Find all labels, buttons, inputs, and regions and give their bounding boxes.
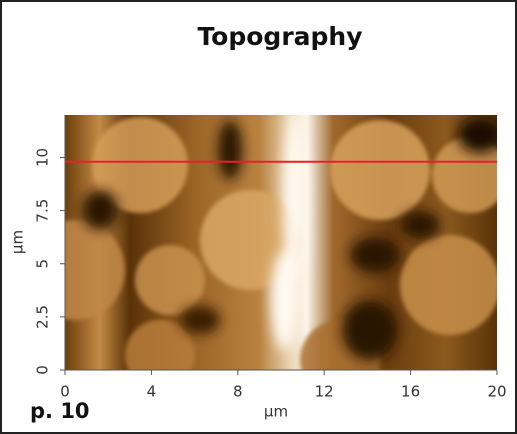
y-tick-label: 5	[34, 259, 52, 269]
x-tick-label: 20	[487, 383, 506, 401]
page-number: p. 10	[30, 399, 90, 423]
y-tick-label: 0	[34, 365, 52, 375]
y-tick-label: 10	[34, 148, 52, 167]
x-tick-label: 12	[315, 383, 334, 401]
topography-image	[25, 110, 508, 400]
y-tick-label: 7.5	[34, 199, 52, 223]
y-axis-label: μm	[9, 230, 27, 254]
chart: Topography μm μm p. 10 04812162	[0, 0, 517, 434]
x-tick-label: 8	[233, 383, 243, 401]
x-tick-label: 4	[147, 383, 157, 401]
chart-title: Topography	[197, 22, 362, 51]
x-tick-label: 16	[401, 383, 420, 401]
y-tick-label: 2.5	[34, 305, 52, 329]
x-axis-label: μm	[264, 403, 288, 421]
x-tick-label: 0	[60, 383, 70, 401]
